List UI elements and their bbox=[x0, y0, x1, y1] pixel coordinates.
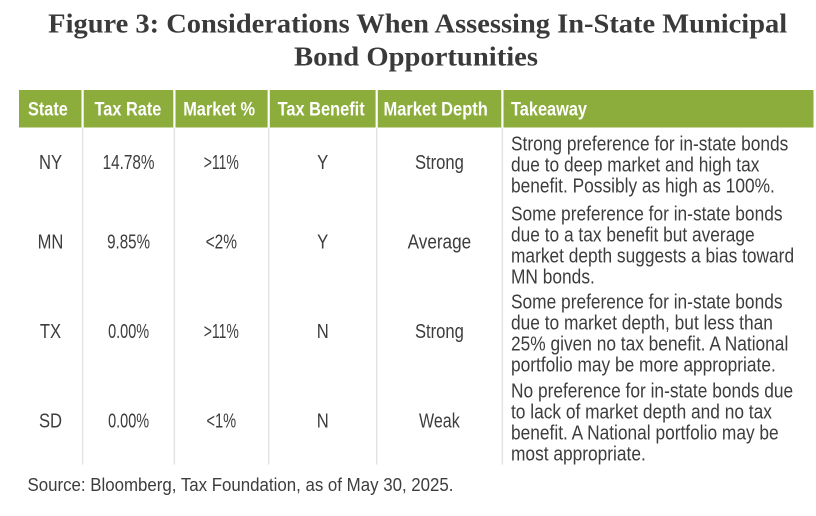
svg-text:benefit. A National portfolio: benefit. A National portfolio may be bbox=[511, 422, 779, 444]
svg-text:14.78%: 14.78% bbox=[103, 152, 155, 174]
svg-text:N: N bbox=[317, 321, 329, 343]
svg-text:NY: NY bbox=[39, 152, 62, 174]
svg-text:State: State bbox=[28, 99, 68, 120]
svg-text:Strong preference for in-state: Strong preference for in-state bonds bbox=[511, 134, 788, 156]
svg-text:Source: Bloomberg, Tax Foundat: Source: Bloomberg, Tax Foundation, as of… bbox=[28, 475, 454, 495]
svg-text:benefit. Possibly as high as 1: benefit. Possibly as high as 100%. bbox=[511, 175, 775, 197]
svg-text:<2%: <2% bbox=[206, 232, 238, 254]
svg-text:SD: SD bbox=[39, 411, 62, 433]
svg-text:portfolio may be more appropri: portfolio may be more appropriate. bbox=[511, 354, 776, 376]
svg-text:0.00%: 0.00% bbox=[108, 411, 149, 433]
svg-text:N: N bbox=[317, 411, 329, 433]
svg-text:Strong: Strong bbox=[415, 321, 464, 343]
svg-text:to lack of market depth and no: to lack of market depth and no tax bbox=[511, 401, 772, 423]
svg-text:MN: MN bbox=[38, 232, 64, 254]
svg-text:due to deep market and high ta: due to deep market and high tax bbox=[511, 154, 759, 176]
svg-text:due to a tax benefit but avera: due to a tax benefit but average bbox=[511, 225, 755, 247]
svg-text:>11%: >11% bbox=[204, 321, 239, 343]
svg-text:Some preference for in-state b: Some preference for in-state bonds bbox=[511, 204, 783, 226]
svg-text:most appropriate.: most appropriate. bbox=[511, 443, 646, 465]
svg-text:No preference for in-state bon: No preference for in-state bonds due bbox=[511, 380, 793, 402]
svg-text:Tax Rate: Tax Rate bbox=[95, 99, 162, 120]
svg-text:Weak: Weak bbox=[419, 411, 460, 433]
svg-text:Figure 3: Considerations When: Figure 3: Considerations When Assessing … bbox=[48, 9, 788, 39]
svg-text:market depth suggests a bias t: market depth suggests a bias toward bbox=[511, 245, 794, 267]
svg-text:25% given no tax benefit. A Na: 25% given no tax benefit. A National bbox=[511, 333, 788, 355]
svg-text:Market %: Market % bbox=[183, 99, 255, 120]
svg-text:Strong: Strong bbox=[415, 152, 464, 174]
svg-text:due to market depth, but less: due to market depth, but less than bbox=[511, 313, 773, 335]
svg-text:0.00%: 0.00% bbox=[108, 321, 149, 343]
svg-text:9.85%: 9.85% bbox=[107, 232, 150, 254]
svg-text:Y: Y bbox=[317, 152, 328, 174]
svg-text:Average: Average bbox=[408, 232, 472, 254]
svg-text:>11%: >11% bbox=[204, 152, 239, 174]
svg-text:TX: TX bbox=[40, 321, 61, 343]
svg-text:MN bonds.: MN bonds. bbox=[511, 266, 595, 288]
svg-text:Market Depth: Market Depth bbox=[384, 99, 488, 120]
svg-text:Bond Opportunities: Bond Opportunities bbox=[294, 42, 538, 72]
svg-text:Y: Y bbox=[317, 232, 328, 254]
svg-text:<1%: <1% bbox=[206, 411, 236, 433]
svg-text:Tax Benefit: Tax Benefit bbox=[278, 99, 366, 120]
svg-text:Takeaway: Takeaway bbox=[511, 99, 587, 120]
svg-text:Some preference for in-state b: Some preference for in-state bonds bbox=[511, 292, 783, 314]
